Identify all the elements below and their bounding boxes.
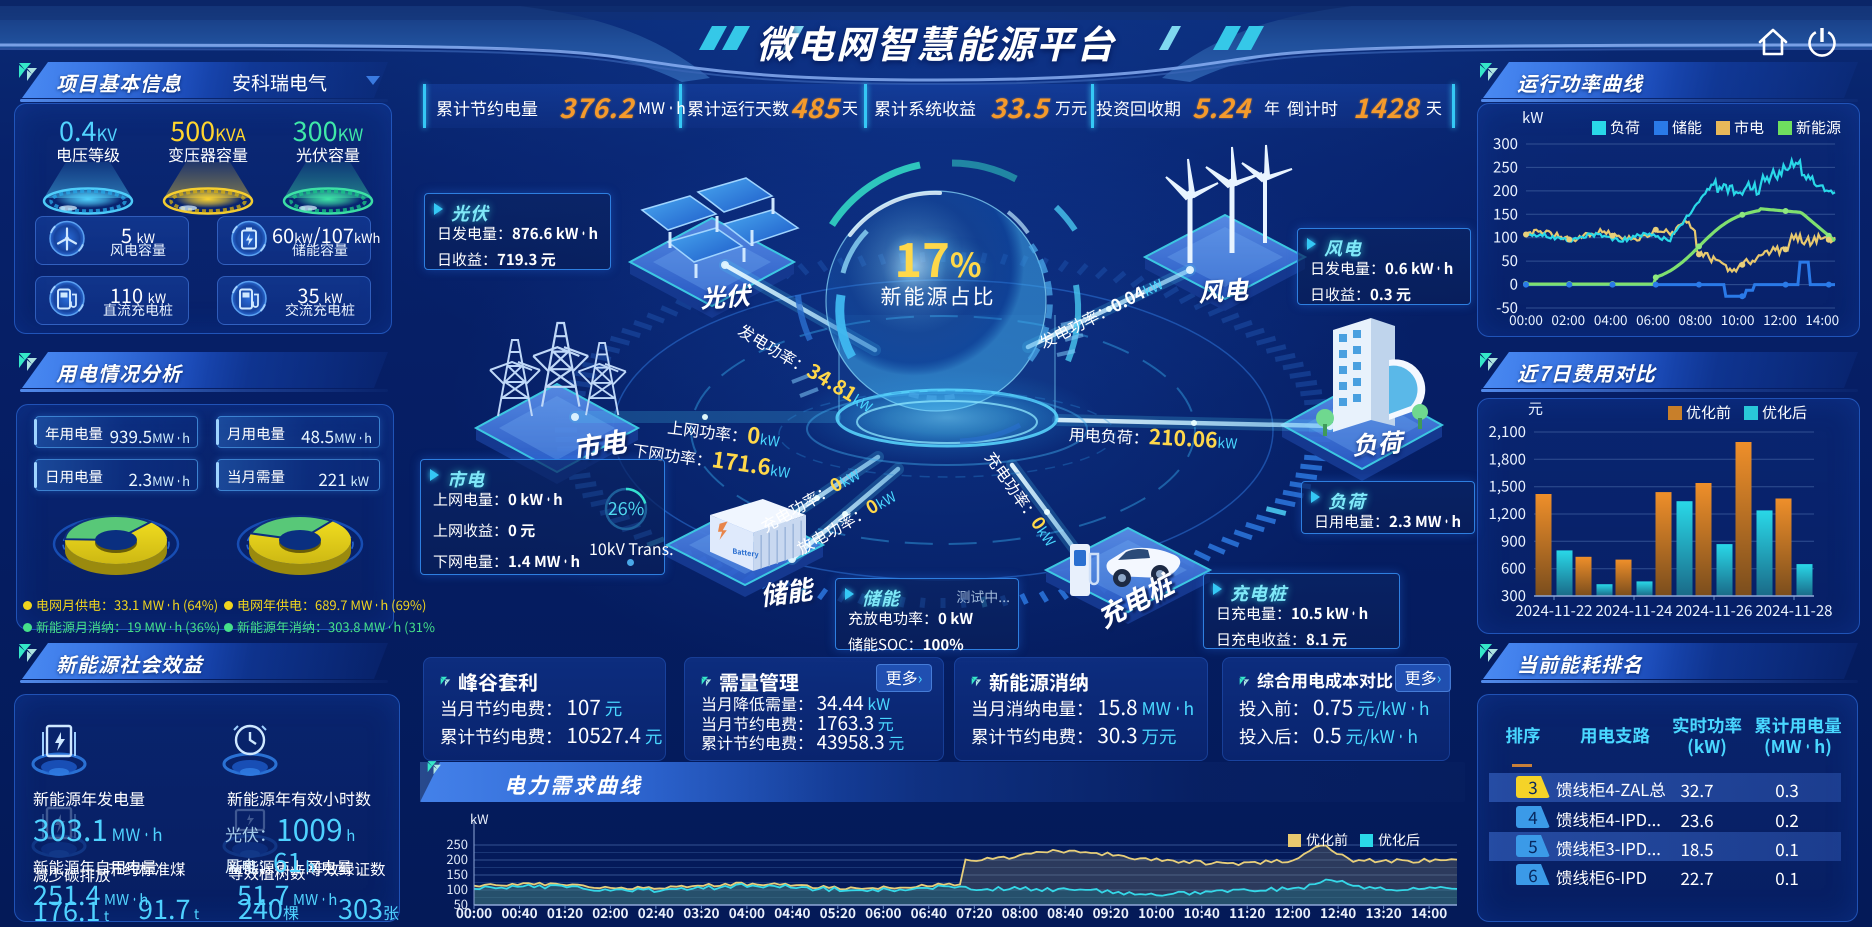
svg-text:200: 200 [1493, 180, 1518, 201]
svg-text:2024-11-22: 2024-11-22 [1515, 600, 1592, 621]
svg-text:01:20: 01:20 [547, 902, 583, 920]
svg-text:600: 600 [1501, 558, 1526, 579]
svg-text:Battery: Battery [732, 547, 759, 561]
svg-text:10:00: 10:00 [1138, 902, 1174, 920]
svg-text:09:20: 09:20 [1093, 902, 1129, 920]
svg-text:04:40: 04:40 [774, 902, 810, 920]
svg-text:市电: 市电 [1734, 117, 1764, 138]
svg-text:05:20: 05:20 [820, 902, 856, 920]
svg-text:02:40: 02:40 [638, 902, 674, 920]
svg-text:08:00: 08:00 [1002, 902, 1038, 920]
svg-text:06:00: 06:00 [1636, 309, 1670, 329]
svg-text:00:00: 00:00 [456, 902, 492, 920]
svg-text:04:00: 04:00 [1594, 309, 1628, 329]
svg-text:1,800: 1,800 [1489, 448, 1526, 469]
svg-text:0: 0 [1510, 274, 1518, 295]
svg-text:06:00: 06:00 [865, 902, 901, 920]
svg-text:300: 300 [1501, 585, 1526, 606]
svg-text:02:00: 02:00 [1551, 309, 1585, 329]
svg-text:03:20: 03:20 [683, 902, 719, 920]
svg-text:300: 300 [1493, 133, 1518, 154]
svg-text:00:00: 00:00 [1509, 309, 1543, 329]
svg-text:10:00: 10:00 [1721, 309, 1755, 329]
svg-text:26%: 26% [608, 495, 645, 521]
svg-text:50: 50 [454, 894, 468, 913]
svg-text:2024-11-28: 2024-11-28 [1755, 600, 1832, 621]
svg-text:11:20: 11:20 [1229, 902, 1265, 920]
svg-text:06:40: 06:40 [911, 902, 947, 920]
svg-text:优化前: 优化前 [1306, 830, 1348, 850]
svg-text:100: 100 [1493, 227, 1518, 248]
svg-text:优化后: 优化后 [1762, 402, 1807, 423]
svg-text:200: 200 [446, 849, 468, 868]
svg-text:1,500: 1,500 [1489, 476, 1526, 497]
svg-text:900: 900 [1501, 530, 1526, 551]
svg-text:12:00: 12:00 [1763, 309, 1797, 329]
svg-text:150: 150 [446, 864, 468, 883]
svg-text:10:40: 10:40 [1184, 902, 1220, 920]
svg-text:12:00: 12:00 [1274, 902, 1310, 920]
svg-text:新能源: 新能源 [1796, 117, 1841, 138]
svg-text:-50: -50 [1496, 297, 1518, 318]
svg-text:14:00: 14:00 [1411, 902, 1447, 920]
svg-text:08:00: 08:00 [1678, 309, 1712, 329]
svg-text:250: 250 [446, 834, 468, 853]
svg-text:优化前: 优化前 [1686, 402, 1731, 423]
svg-text:07:20: 07:20 [956, 902, 992, 920]
svg-text:13:20: 13:20 [1365, 902, 1401, 920]
svg-text:kW: kW [470, 812, 489, 828]
svg-text:负荷: 负荷 [1610, 117, 1640, 138]
svg-text:1,200: 1,200 [1489, 503, 1526, 524]
svg-text:kW: kW [1522, 107, 1543, 128]
svg-text:100: 100 [446, 879, 468, 898]
svg-text:00:40: 00:40 [501, 902, 537, 920]
svg-text:2024-11-24: 2024-11-24 [1595, 600, 1672, 621]
svg-text:12:40: 12:40 [1320, 902, 1356, 920]
svg-text:2,100: 2,100 [1489, 421, 1526, 442]
svg-text:元: 元 [1528, 400, 1543, 419]
svg-text:08:40: 08:40 [1047, 902, 1083, 920]
svg-text:2024-11-26: 2024-11-26 [1675, 600, 1752, 621]
svg-text:14:00: 14:00 [1805, 309, 1839, 329]
svg-text:250: 250 [1493, 156, 1518, 177]
svg-text:优化后: 优化后 [1378, 830, 1420, 850]
svg-text:02:00: 02:00 [592, 902, 628, 920]
svg-text:储能: 储能 [1672, 117, 1702, 138]
svg-text:04:00: 04:00 [729, 902, 765, 920]
svg-text:150: 150 [1493, 203, 1518, 224]
svg-text:50: 50 [1501, 250, 1518, 271]
